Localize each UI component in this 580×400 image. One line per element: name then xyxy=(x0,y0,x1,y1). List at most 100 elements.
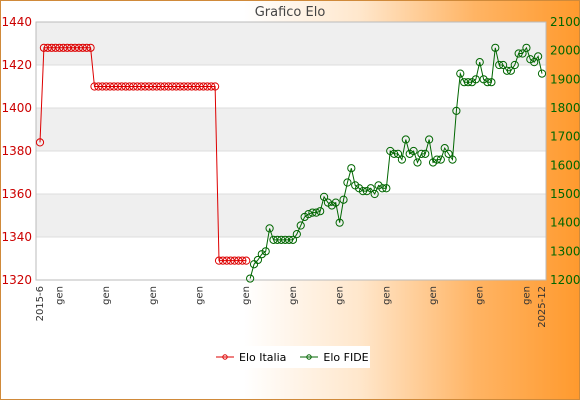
x-tick-label: gen xyxy=(148,286,159,305)
elo-italia-point xyxy=(187,82,196,91)
elo-italia-point xyxy=(82,43,91,52)
x-tick-label-last: 2025-12 xyxy=(537,286,548,328)
elo-fide-point xyxy=(506,66,515,75)
elo-fide-point xyxy=(370,189,379,199)
elo-fide-point xyxy=(273,235,282,244)
elo-fide-point xyxy=(382,184,391,193)
elo-italia-point xyxy=(98,82,107,91)
y-left-tick-label: 1320 xyxy=(1,273,32,287)
elo-fide-point xyxy=(530,58,539,67)
elo-fide-point xyxy=(514,49,523,58)
elo-fide-point xyxy=(522,43,531,52)
elo-italia-point xyxy=(74,43,84,52)
x-tick-label: gen xyxy=(521,286,532,305)
x-tick-label: gen xyxy=(475,286,486,305)
elo-italia-point xyxy=(230,256,239,265)
elo-italia-point xyxy=(203,82,212,91)
elo-fide-point xyxy=(339,195,348,204)
elo-fide-point xyxy=(335,218,344,227)
elo-italia-point xyxy=(238,256,247,265)
elo-fide-point xyxy=(378,184,387,193)
elo-fide-point xyxy=(358,187,368,196)
legend-label-fide: Elo FIDE xyxy=(323,350,369,364)
elo-fide-point xyxy=(413,158,422,167)
elo-italia-point xyxy=(207,82,216,91)
legend: Elo Italia Elo FIDE xyxy=(210,346,370,368)
elo-fide-point xyxy=(296,221,305,230)
elo-fide-point xyxy=(284,235,294,244)
elo-fide-point xyxy=(456,69,465,78)
elo-italia-point xyxy=(172,82,181,91)
grid-band xyxy=(36,108,546,151)
elo-fide-point xyxy=(246,274,255,283)
elo-fide-point xyxy=(288,235,298,244)
elo-italia-point xyxy=(102,82,111,91)
y-left-tick-label: 1360 xyxy=(1,187,32,201)
elo-fide-point xyxy=(397,155,407,164)
elo-fide-point xyxy=(491,43,500,52)
elo-fide-point xyxy=(401,135,410,144)
y-right-tick-label: 1900 xyxy=(550,72,580,86)
elo-italia-point xyxy=(129,82,138,91)
elo-fide-point xyxy=(471,75,480,84)
chart-title: Grafico Elo xyxy=(255,5,326,20)
elo-italia-point xyxy=(51,43,60,52)
elo-italia-point xyxy=(179,82,189,91)
elo-fide-point xyxy=(487,78,496,87)
elo-fide-point xyxy=(432,155,442,164)
elo-italia-point xyxy=(199,82,208,91)
elo-italia-point xyxy=(109,82,119,91)
y-right-tick-label: 1300 xyxy=(550,244,580,258)
legend-label-italia: Elo Italia xyxy=(239,350,287,364)
elo-italia-point xyxy=(211,82,220,91)
elo-italia-point xyxy=(70,43,80,52)
elo-fide-point xyxy=(316,207,325,216)
x-tick-label: gen xyxy=(381,286,392,305)
elo-italia-point xyxy=(133,82,142,91)
elo-italia-point xyxy=(195,82,204,91)
grid-band xyxy=(36,22,546,65)
elo-fide-point xyxy=(409,146,418,156)
elo-italia-point xyxy=(78,43,87,52)
elo-fide-point xyxy=(366,184,375,193)
y-right-tick-label: 1200 xyxy=(550,273,580,287)
elo-fide-point xyxy=(475,58,484,67)
elo-italia-point xyxy=(43,43,52,52)
elo-italia-point xyxy=(222,256,231,265)
elo-fide-point xyxy=(308,208,317,217)
elo-fide-point xyxy=(498,60,508,70)
y-left-tick-label: 1440 xyxy=(1,15,32,29)
elo-italia-point xyxy=(47,43,56,52)
elo-italia-point xyxy=(94,82,103,91)
elo-fide-point xyxy=(277,235,286,244)
elo-fide-point xyxy=(417,149,426,158)
y-right-tick-label: 1700 xyxy=(550,130,580,144)
elo-fide-point xyxy=(537,69,547,78)
y-right-tick-label: 1600 xyxy=(550,158,580,172)
elo-fide-point xyxy=(460,78,469,87)
elo-italia-point xyxy=(156,82,165,91)
elo-italia-point xyxy=(183,82,192,91)
elo-italia-point xyxy=(218,256,227,265)
x-tick-label: gen xyxy=(428,286,439,305)
x-tick-label: gen xyxy=(54,286,65,305)
elo-fide-point xyxy=(292,230,301,239)
elo-italia-point xyxy=(90,82,99,91)
elo-italia-point xyxy=(35,138,45,147)
elo-italia-point xyxy=(63,43,72,52)
elo-italia-point xyxy=(242,256,251,265)
elo-italia-point xyxy=(175,82,185,91)
elo-italia-point xyxy=(234,256,243,265)
x-tick-label: gen xyxy=(241,286,252,305)
elo-italia-point xyxy=(137,82,146,91)
elo-italia-point xyxy=(125,82,134,91)
elo-italia-point xyxy=(164,82,173,91)
elo-fide-point xyxy=(265,224,274,233)
x-tick-label: gen xyxy=(288,286,299,305)
x-tick-label: gen xyxy=(195,286,206,305)
elo-fide-point xyxy=(347,164,356,173)
elo-fide-point xyxy=(495,60,504,70)
elo-fide-point xyxy=(269,235,278,244)
y-right-tick-label: 1800 xyxy=(550,101,580,115)
elo-italia-point xyxy=(67,43,76,52)
